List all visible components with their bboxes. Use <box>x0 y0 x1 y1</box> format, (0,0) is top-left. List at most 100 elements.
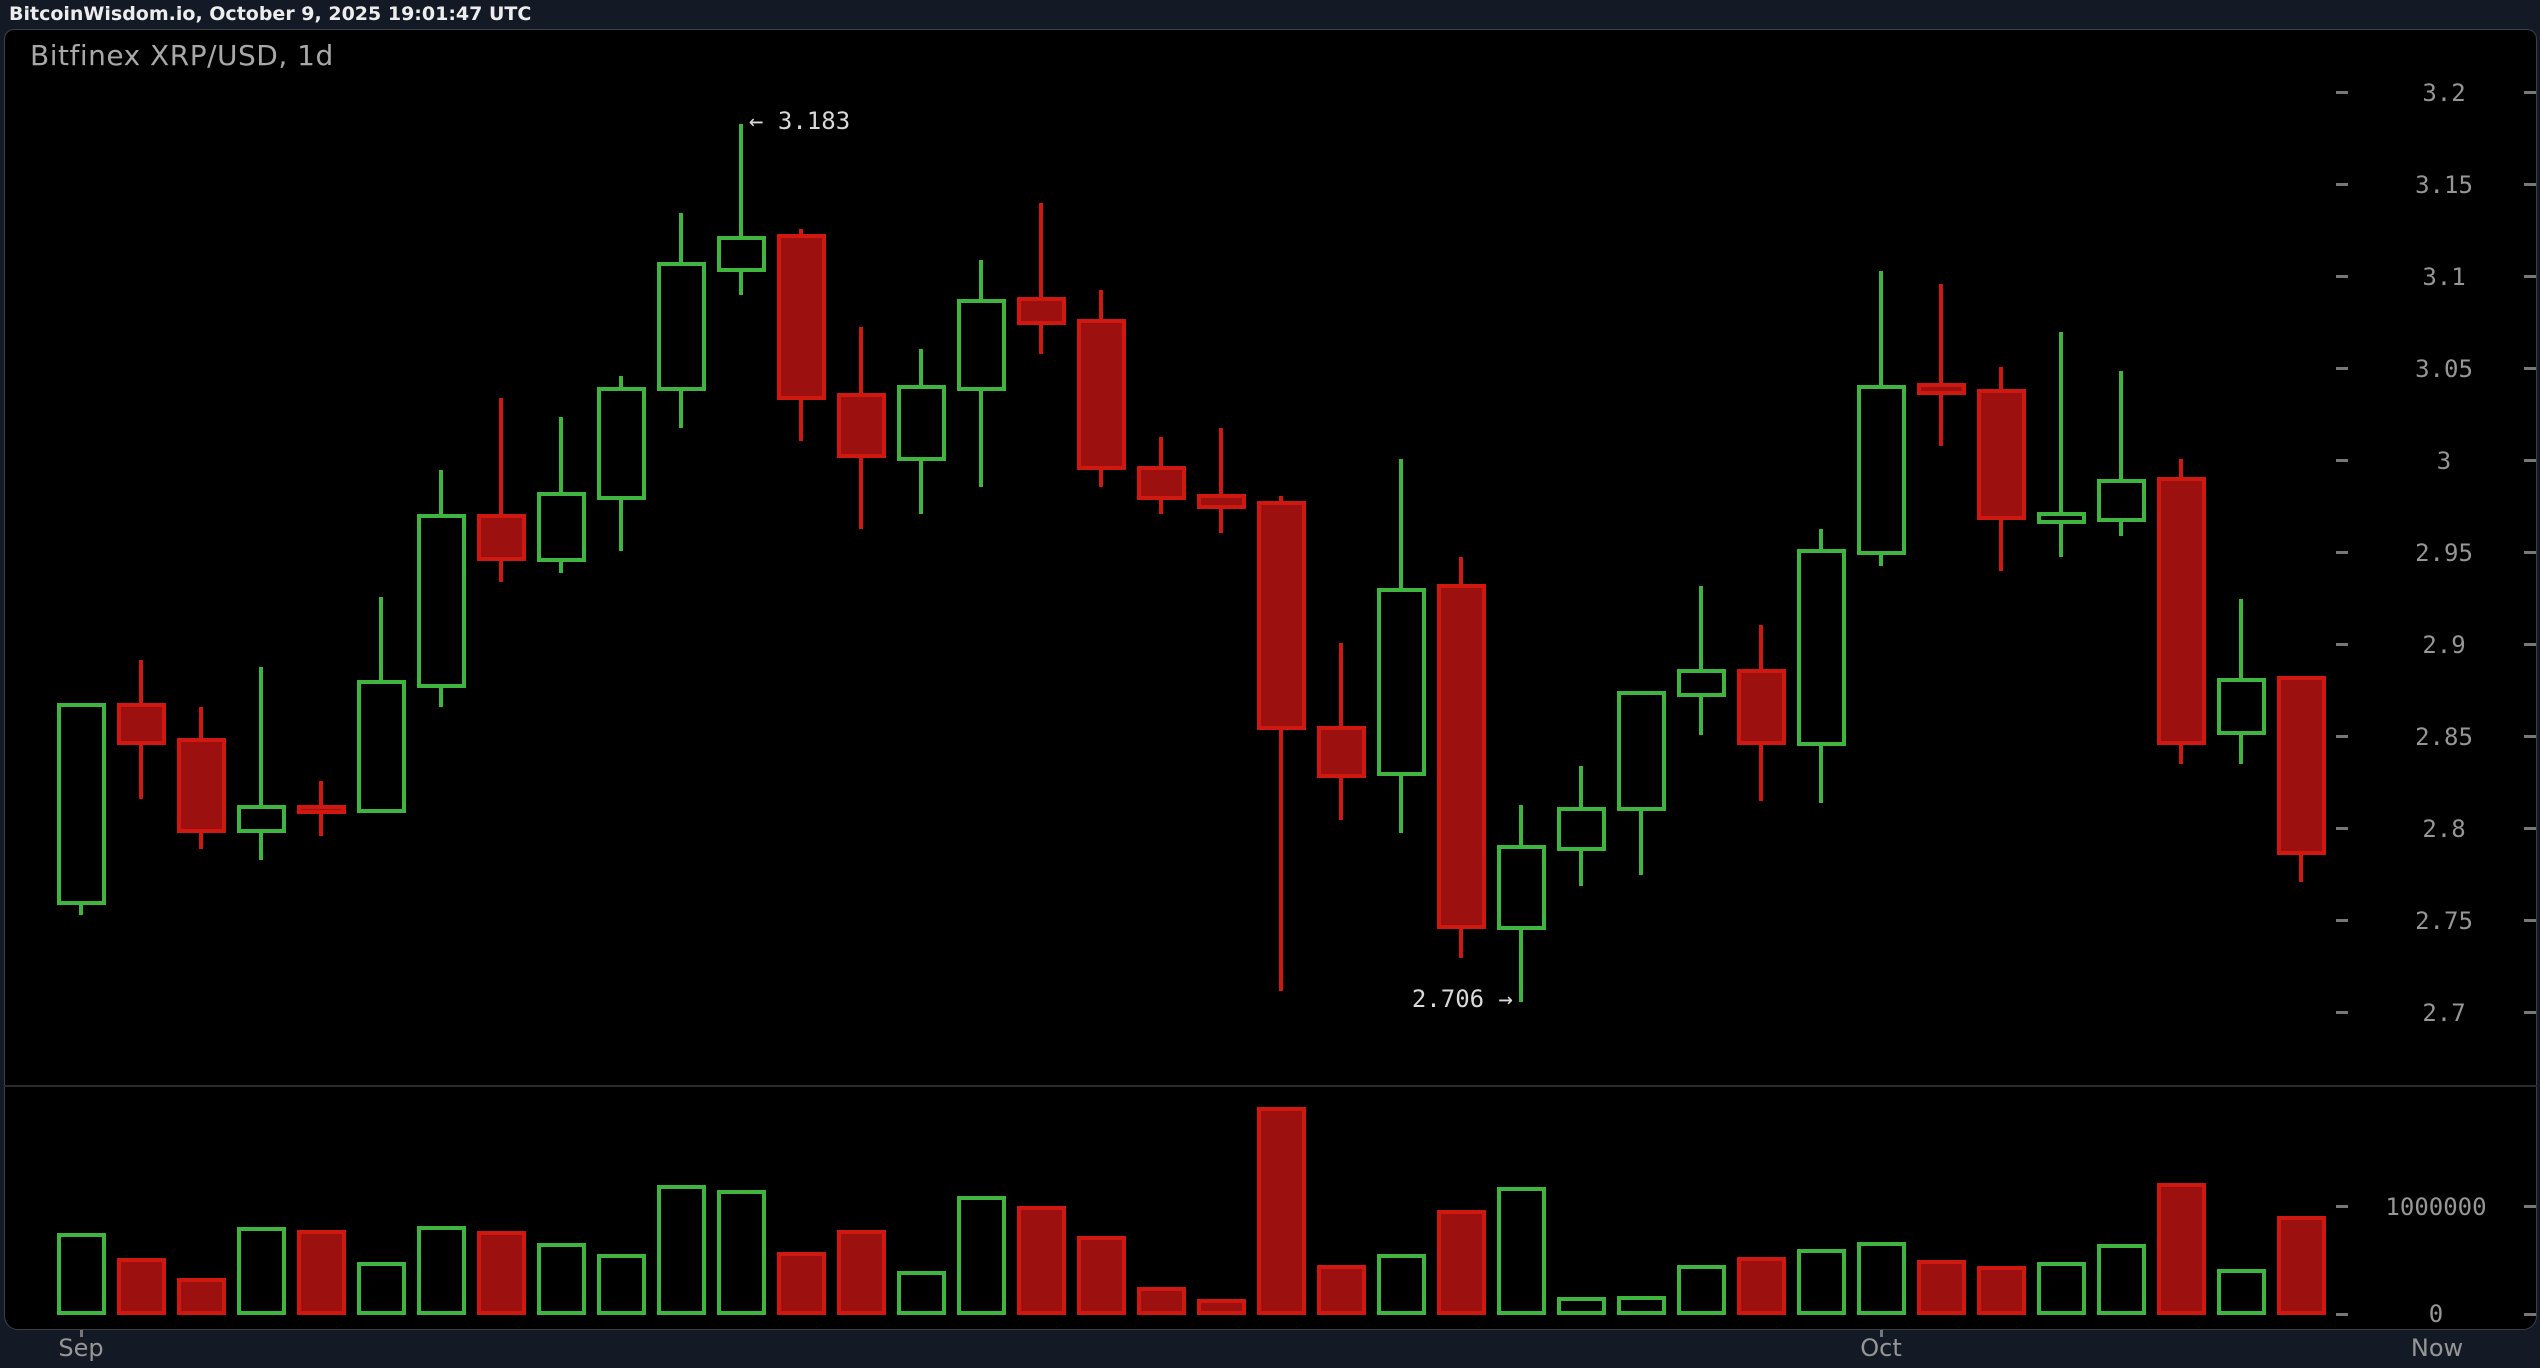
price-axis-label: 2.8 <box>2422 814 2466 843</box>
volume-bar-down[interactable] <box>1316 1265 1366 1315</box>
volume-bar-up[interactable] <box>236 1227 286 1315</box>
price-tick-left <box>2336 367 2348 371</box>
candle-body-down[interactable] <box>776 234 826 401</box>
candle-body-down[interactable] <box>1256 501 1306 730</box>
volume-bar-up[interactable] <box>1496 1187 1546 1315</box>
candle-body-down[interactable] <box>1136 466 1186 500</box>
candle-body-up[interactable] <box>356 679 406 813</box>
candle-wick-down[interactable] <box>1039 203 1043 355</box>
candle-wick-up[interactable] <box>2119 370 2123 537</box>
candle-body-up[interactable] <box>716 236 766 272</box>
price-annotation: 2.706 → <box>1411 984 1513 1013</box>
candle-body-up[interactable] <box>1496 845 1546 931</box>
candle-body-up[interactable] <box>1796 548 1846 747</box>
candle-body-up[interactable] <box>2216 677 2266 736</box>
volume-bar-down[interactable] <box>296 1229 346 1315</box>
candle-body-up[interactable] <box>236 804 286 833</box>
volume-bar-up[interactable] <box>956 1196 1006 1315</box>
candle-body-up[interactable] <box>1556 806 1606 852</box>
candle-wick-down[interactable] <box>1219 427 1223 533</box>
candle-body-up[interactable] <box>536 491 586 563</box>
volume-bar-up[interactable] <box>896 1270 946 1315</box>
candle-body-down[interactable] <box>476 513 526 561</box>
price-tick-right <box>2524 183 2536 187</box>
candle-body-down[interactable] <box>836 392 886 458</box>
volume-bar-down[interactable] <box>476 1231 526 1315</box>
volume-bar-up[interactable] <box>1856 1242 1906 1315</box>
volume-bar-up[interactable] <box>536 1243 586 1315</box>
volume-bar-down[interactable] <box>776 1252 826 1315</box>
candle-body-up[interactable] <box>1676 668 1726 697</box>
candle-body-down[interactable] <box>1316 725 1366 778</box>
candle-body-up[interactable] <box>956 298 1006 392</box>
volume-bar-up[interactable] <box>2096 1243 2146 1315</box>
volume-bar-up[interactable] <box>356 1262 406 1315</box>
candle-wick-up[interactable] <box>739 124 743 296</box>
candle-body-up[interactable] <box>1376 587 1426 776</box>
volume-bar-up[interactable] <box>416 1226 466 1315</box>
candle-body-up[interactable] <box>416 513 466 688</box>
price-tick-right <box>2524 275 2536 279</box>
candle-body-up[interactable] <box>656 261 706 392</box>
volume-bar-down[interactable] <box>1256 1107 1306 1315</box>
volume-bar-down[interactable] <box>176 1278 226 1315</box>
volume-tick-left <box>2336 1312 2348 1316</box>
candle-body-down[interactable] <box>1736 668 1786 745</box>
price-tick-left <box>2336 91 2348 95</box>
volume-bar-down[interactable] <box>1436 1209 1486 1315</box>
volume-bar-up[interactable] <box>656 1185 706 1315</box>
candle-wick-up[interactable] <box>259 666 263 861</box>
candle-body-up[interactable] <box>2096 478 2146 522</box>
volume-bar-down[interactable] <box>1976 1265 2026 1315</box>
candle-body-up[interactable] <box>596 386 646 500</box>
volume-bar-down[interactable] <box>836 1230 886 1315</box>
volume-bar-down[interactable] <box>1076 1235 1126 1315</box>
volume-bar-up[interactable] <box>1796 1249 1846 1315</box>
volume-bar-down[interactable] <box>1916 1260 1966 1315</box>
x-axis-label-oct: Oct <box>1860 1334 1902 1362</box>
candle-body-up[interactable] <box>56 703 106 905</box>
candle-body-down[interactable] <box>1016 296 1066 326</box>
candle-body-down[interactable] <box>1916 383 1966 395</box>
candle-wick-up[interactable] <box>2059 332 2063 557</box>
candle-body-down[interactable] <box>1436 583 1486 929</box>
price-tick-right <box>2524 1011 2536 1015</box>
volume-bar-up[interactable] <box>1556 1297 1606 1315</box>
volume-bar-down[interactable] <box>1016 1206 1066 1315</box>
volume-tick-right <box>2524 1205 2536 1209</box>
volume-bar-up[interactable] <box>1376 1253 1426 1315</box>
volume-bar-up[interactable] <box>2216 1269 2266 1315</box>
candle-body-down[interactable] <box>1976 388 2026 521</box>
volume-bar-up[interactable] <box>596 1253 646 1315</box>
price-tick-right <box>2524 643 2536 647</box>
candle-body-up[interactable] <box>1856 385 1906 556</box>
candle-body-down[interactable] <box>1196 493 1246 510</box>
candle-body-up[interactable] <box>2036 512 2086 524</box>
candle-wick-up[interactable] <box>1699 586 1703 736</box>
candle-body-up[interactable] <box>896 385 946 462</box>
candle-body-down[interactable] <box>176 738 226 833</box>
volume-bar-up[interactable] <box>2036 1262 2086 1315</box>
candle-body-down[interactable] <box>1076 318 1126 471</box>
candle-body-down[interactable] <box>2276 675 2326 855</box>
volume-bar-down[interactable] <box>1136 1287 1186 1315</box>
candle-body-down[interactable] <box>296 804 346 815</box>
candle-body-up[interactable] <box>1616 690 1666 811</box>
price-tick-left <box>2336 551 2348 555</box>
candle-wick-down[interactable] <box>1939 284 1943 447</box>
volume-bar-up[interactable] <box>56 1232 106 1315</box>
volume-bar-down[interactable] <box>1736 1257 1786 1315</box>
volume-bar-down[interactable] <box>2156 1182 2206 1315</box>
volume-bar-up[interactable] <box>1616 1295 1666 1315</box>
candle-wick-down[interactable] <box>499 398 503 583</box>
candle-body-down[interactable] <box>116 703 166 745</box>
volume-bar-down[interactable] <box>1196 1298 1246 1315</box>
volume-bar-down[interactable] <box>2276 1216 2326 1315</box>
pane-divider <box>4 1085 2537 1087</box>
volume-bar-up[interactable] <box>716 1190 766 1315</box>
price-tick-left <box>2336 1011 2348 1015</box>
volume-bar-down[interactable] <box>116 1257 166 1315</box>
volume-bar-up[interactable] <box>1676 1265 1726 1315</box>
candle-body-down[interactable] <box>2156 477 2206 745</box>
candle-wick-down[interactable] <box>1279 495 1283 991</box>
